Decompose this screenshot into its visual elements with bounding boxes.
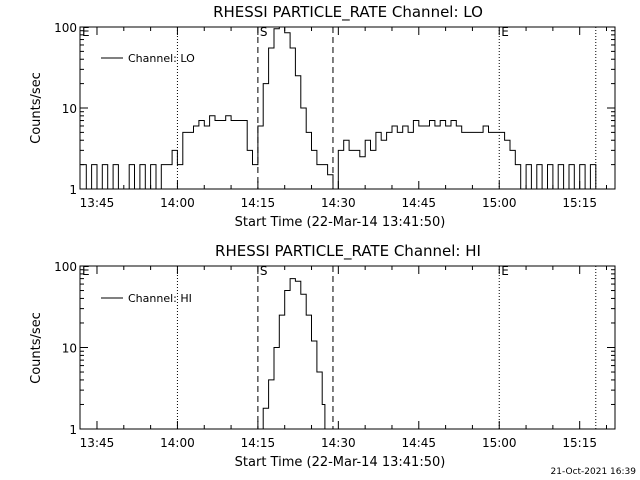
x-tick-label: 14:30 [321, 196, 356, 210]
marker-label: E [82, 264, 90, 278]
x-tick-label: 13:45 [80, 436, 115, 450]
marker-label: S [260, 25, 268, 39]
series-line-lo [80, 26, 597, 190]
y-axis-label: Counts/sec [29, 312, 44, 384]
x-tick-label: 14:45 [401, 436, 436, 450]
legend: Channel: HI [101, 292, 192, 305]
lo-channel-plot: RHESSI PARTICLE_RATE Channel: LO E S E 1 10… [29, 3, 616, 230]
y-tick-label: 1 [69, 183, 77, 197]
marker-label: E [501, 25, 509, 39]
legend: Channel: LO [101, 52, 195, 65]
marker-label: S [260, 264, 268, 278]
y-axis-label: Counts/sec [29, 72, 44, 144]
x-tick-label: 15:15 [562, 436, 597, 450]
legend-label: Channel: HI [128, 292, 192, 305]
chart-title: RHESSI PARTICLE_RATE Channel: HI [215, 242, 481, 261]
x-tick-label: 14:45 [401, 196, 436, 210]
marker-label: E [82, 25, 90, 39]
x-axis: 13:45 14:00 14:15 14:30 14:45 15:00 15:15 [80, 266, 608, 450]
x-tick-label: 14:30 [321, 436, 356, 450]
y-axis: 1 10 100 [54, 260, 615, 437]
chart-title: RHESSI PARTICLE_RATE Channel: LO [213, 3, 483, 22]
x-axis: 13:45 14:00 14:15 14:30 14:45 15:00 15:15 [80, 27, 608, 210]
plot-frame [79, 265, 616, 430]
series-line-hi [260, 278, 326, 430]
x-axis-label: Start Time (22-Mar-14 13:41:50) [235, 455, 446, 470]
x-tick-label: 14:15 [241, 196, 276, 210]
x-tick-label: 14:15 [241, 436, 276, 450]
x-tick-label: 14:00 [160, 436, 195, 450]
marker-label: E [501, 264, 509, 278]
x-tick-label: 15:00 [482, 196, 517, 210]
y-tick-label: 10 [62, 102, 77, 116]
x-tick-label: 15:15 [562, 196, 597, 210]
legend-label: Channel: LO [128, 52, 195, 65]
hi-channel-plot: RHESSI PARTICLE_RATE Channel: HI E S E 1 10… [29, 242, 616, 470]
date-stamp: 21-Oct-2021 16:39 [551, 467, 637, 477]
x-tick-label: 14:00 [160, 196, 195, 210]
y-axis: 1 10 100 [54, 21, 615, 197]
y-tick-label: 100 [54, 21, 77, 35]
y-tick-label: 100 [54, 260, 77, 274]
y-tick-label: 1 [69, 423, 77, 437]
x-tick-label: 13:45 [80, 196, 115, 210]
y-tick-label: 10 [62, 342, 77, 356]
x-tick-label: 15:00 [482, 436, 517, 450]
x-axis-label: Start Time (22-Mar-14 13:41:50) [235, 215, 446, 230]
